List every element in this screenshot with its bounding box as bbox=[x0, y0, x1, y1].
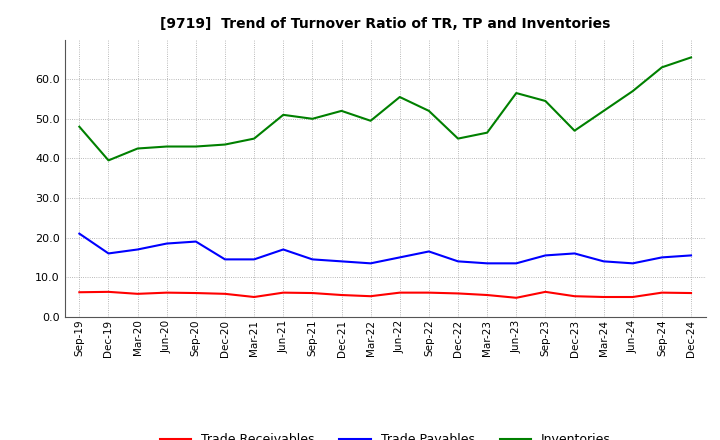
Trade Receivables bbox=[366, 293, 375, 299]
Inventories bbox=[133, 146, 142, 151]
Inventories bbox=[599, 108, 608, 114]
Inventories bbox=[279, 112, 287, 117]
Inventories bbox=[541, 98, 550, 103]
Legend: Trade Receivables, Trade Payables, Inventories: Trade Receivables, Trade Payables, Inven… bbox=[155, 429, 616, 440]
Trade Receivables bbox=[483, 292, 492, 297]
Inventories bbox=[425, 108, 433, 114]
Trade Payables bbox=[657, 255, 666, 260]
Trade Receivables bbox=[454, 291, 462, 296]
Inventories bbox=[337, 108, 346, 114]
Trade Receivables bbox=[308, 290, 317, 296]
Trade Payables bbox=[104, 251, 113, 256]
Inventories bbox=[687, 55, 696, 60]
Trade Receivables bbox=[337, 292, 346, 297]
Trade Receivables bbox=[250, 294, 258, 300]
Trade Receivables bbox=[220, 291, 229, 297]
Inventories bbox=[629, 88, 637, 94]
Trade Payables bbox=[133, 247, 142, 252]
Trade Payables bbox=[220, 257, 229, 262]
Trade Receivables bbox=[133, 291, 142, 297]
Trade Payables bbox=[425, 249, 433, 254]
Trade Receivables bbox=[657, 290, 666, 295]
Trade Payables bbox=[308, 257, 317, 262]
Inventories bbox=[75, 124, 84, 129]
Inventories bbox=[250, 136, 258, 141]
Trade Receivables bbox=[395, 290, 404, 295]
Trade Payables bbox=[599, 259, 608, 264]
Trade Receivables bbox=[629, 294, 637, 300]
Trade Payables bbox=[250, 257, 258, 262]
Inventories bbox=[395, 94, 404, 99]
Line: Trade Payables: Trade Payables bbox=[79, 234, 691, 263]
Trade Payables bbox=[192, 239, 200, 244]
Title: [9719]  Trend of Turnover Ratio of TR, TP and Inventories: [9719] Trend of Turnover Ratio of TR, TP… bbox=[160, 18, 611, 32]
Trade Receivables bbox=[599, 294, 608, 300]
Trade Payables bbox=[366, 260, 375, 266]
Trade Receivables bbox=[163, 290, 171, 295]
Line: Inventories: Inventories bbox=[79, 57, 691, 160]
Inventories bbox=[657, 65, 666, 70]
Trade Payables bbox=[337, 259, 346, 264]
Trade Payables bbox=[570, 251, 579, 256]
Inventories bbox=[308, 116, 317, 121]
Inventories bbox=[163, 144, 171, 149]
Trade Receivables bbox=[541, 289, 550, 294]
Inventories bbox=[104, 158, 113, 163]
Trade Payables bbox=[483, 260, 492, 266]
Trade Receivables bbox=[570, 293, 579, 299]
Trade Receivables bbox=[279, 290, 287, 295]
Trade Payables bbox=[279, 247, 287, 252]
Trade Receivables bbox=[425, 290, 433, 295]
Trade Receivables bbox=[687, 290, 696, 296]
Trade Payables bbox=[629, 260, 637, 266]
Inventories bbox=[366, 118, 375, 123]
Trade Receivables bbox=[192, 290, 200, 296]
Trade Receivables bbox=[512, 295, 521, 301]
Trade Payables bbox=[75, 231, 84, 236]
Trade Receivables bbox=[104, 289, 113, 294]
Line: Trade Receivables: Trade Receivables bbox=[79, 292, 691, 298]
Inventories bbox=[512, 90, 521, 95]
Inventories bbox=[192, 144, 200, 149]
Trade Payables bbox=[395, 255, 404, 260]
Inventories bbox=[570, 128, 579, 133]
Trade Payables bbox=[541, 253, 550, 258]
Trade Payables bbox=[163, 241, 171, 246]
Inventories bbox=[220, 142, 229, 147]
Inventories bbox=[454, 136, 462, 141]
Trade Payables bbox=[687, 253, 696, 258]
Trade Receivables bbox=[75, 290, 84, 295]
Trade Payables bbox=[512, 260, 521, 266]
Trade Payables bbox=[454, 259, 462, 264]
Inventories bbox=[483, 130, 492, 136]
